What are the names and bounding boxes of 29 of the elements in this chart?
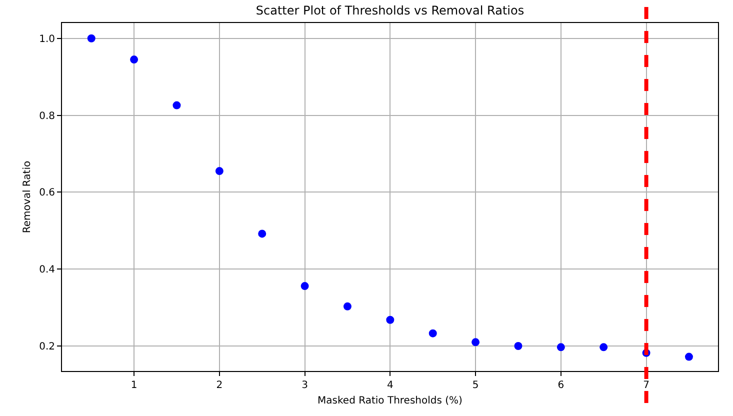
y-tick-label: 0.2: [39, 342, 55, 353]
point: [556, 343, 565, 352]
x-tick-label: 1: [130, 380, 138, 391]
point: [87, 34, 96, 42]
point: [300, 282, 309, 290]
point: [130, 56, 138, 64]
point: [386, 316, 394, 324]
point: [428, 329, 437, 338]
y-tick-label: 0.8: [39, 110, 55, 122]
point: [258, 230, 266, 238]
x-tick-label: 5: [472, 380, 479, 391]
x-axis-title: Masked Ratio Thresholds (%): [318, 396, 463, 406]
point: [172, 101, 181, 110]
y-tick-label: 0.4: [39, 264, 55, 276]
chart-title: Scatter Plot of Thresholds vs Removal Ratios: [256, 4, 524, 18]
point: [600, 343, 608, 352]
y-tick-label: 1.0: [39, 34, 55, 45]
point: [472, 338, 480, 346]
y-axis-title: Removal Ratio: [22, 160, 34, 234]
y-tick-label: 0.6: [39, 188, 55, 199]
point: [215, 167, 224, 176]
x-tick-label: 7: [643, 380, 650, 391]
point: [343, 302, 352, 310]
x-tick-label: 3: [302, 380, 308, 391]
point: [514, 342, 522, 350]
x-tick-label: 6: [558, 380, 564, 391]
point: [684, 352, 693, 361]
x-tick-label: 4: [386, 380, 394, 391]
x-tick-label: 2: [216, 380, 223, 391]
